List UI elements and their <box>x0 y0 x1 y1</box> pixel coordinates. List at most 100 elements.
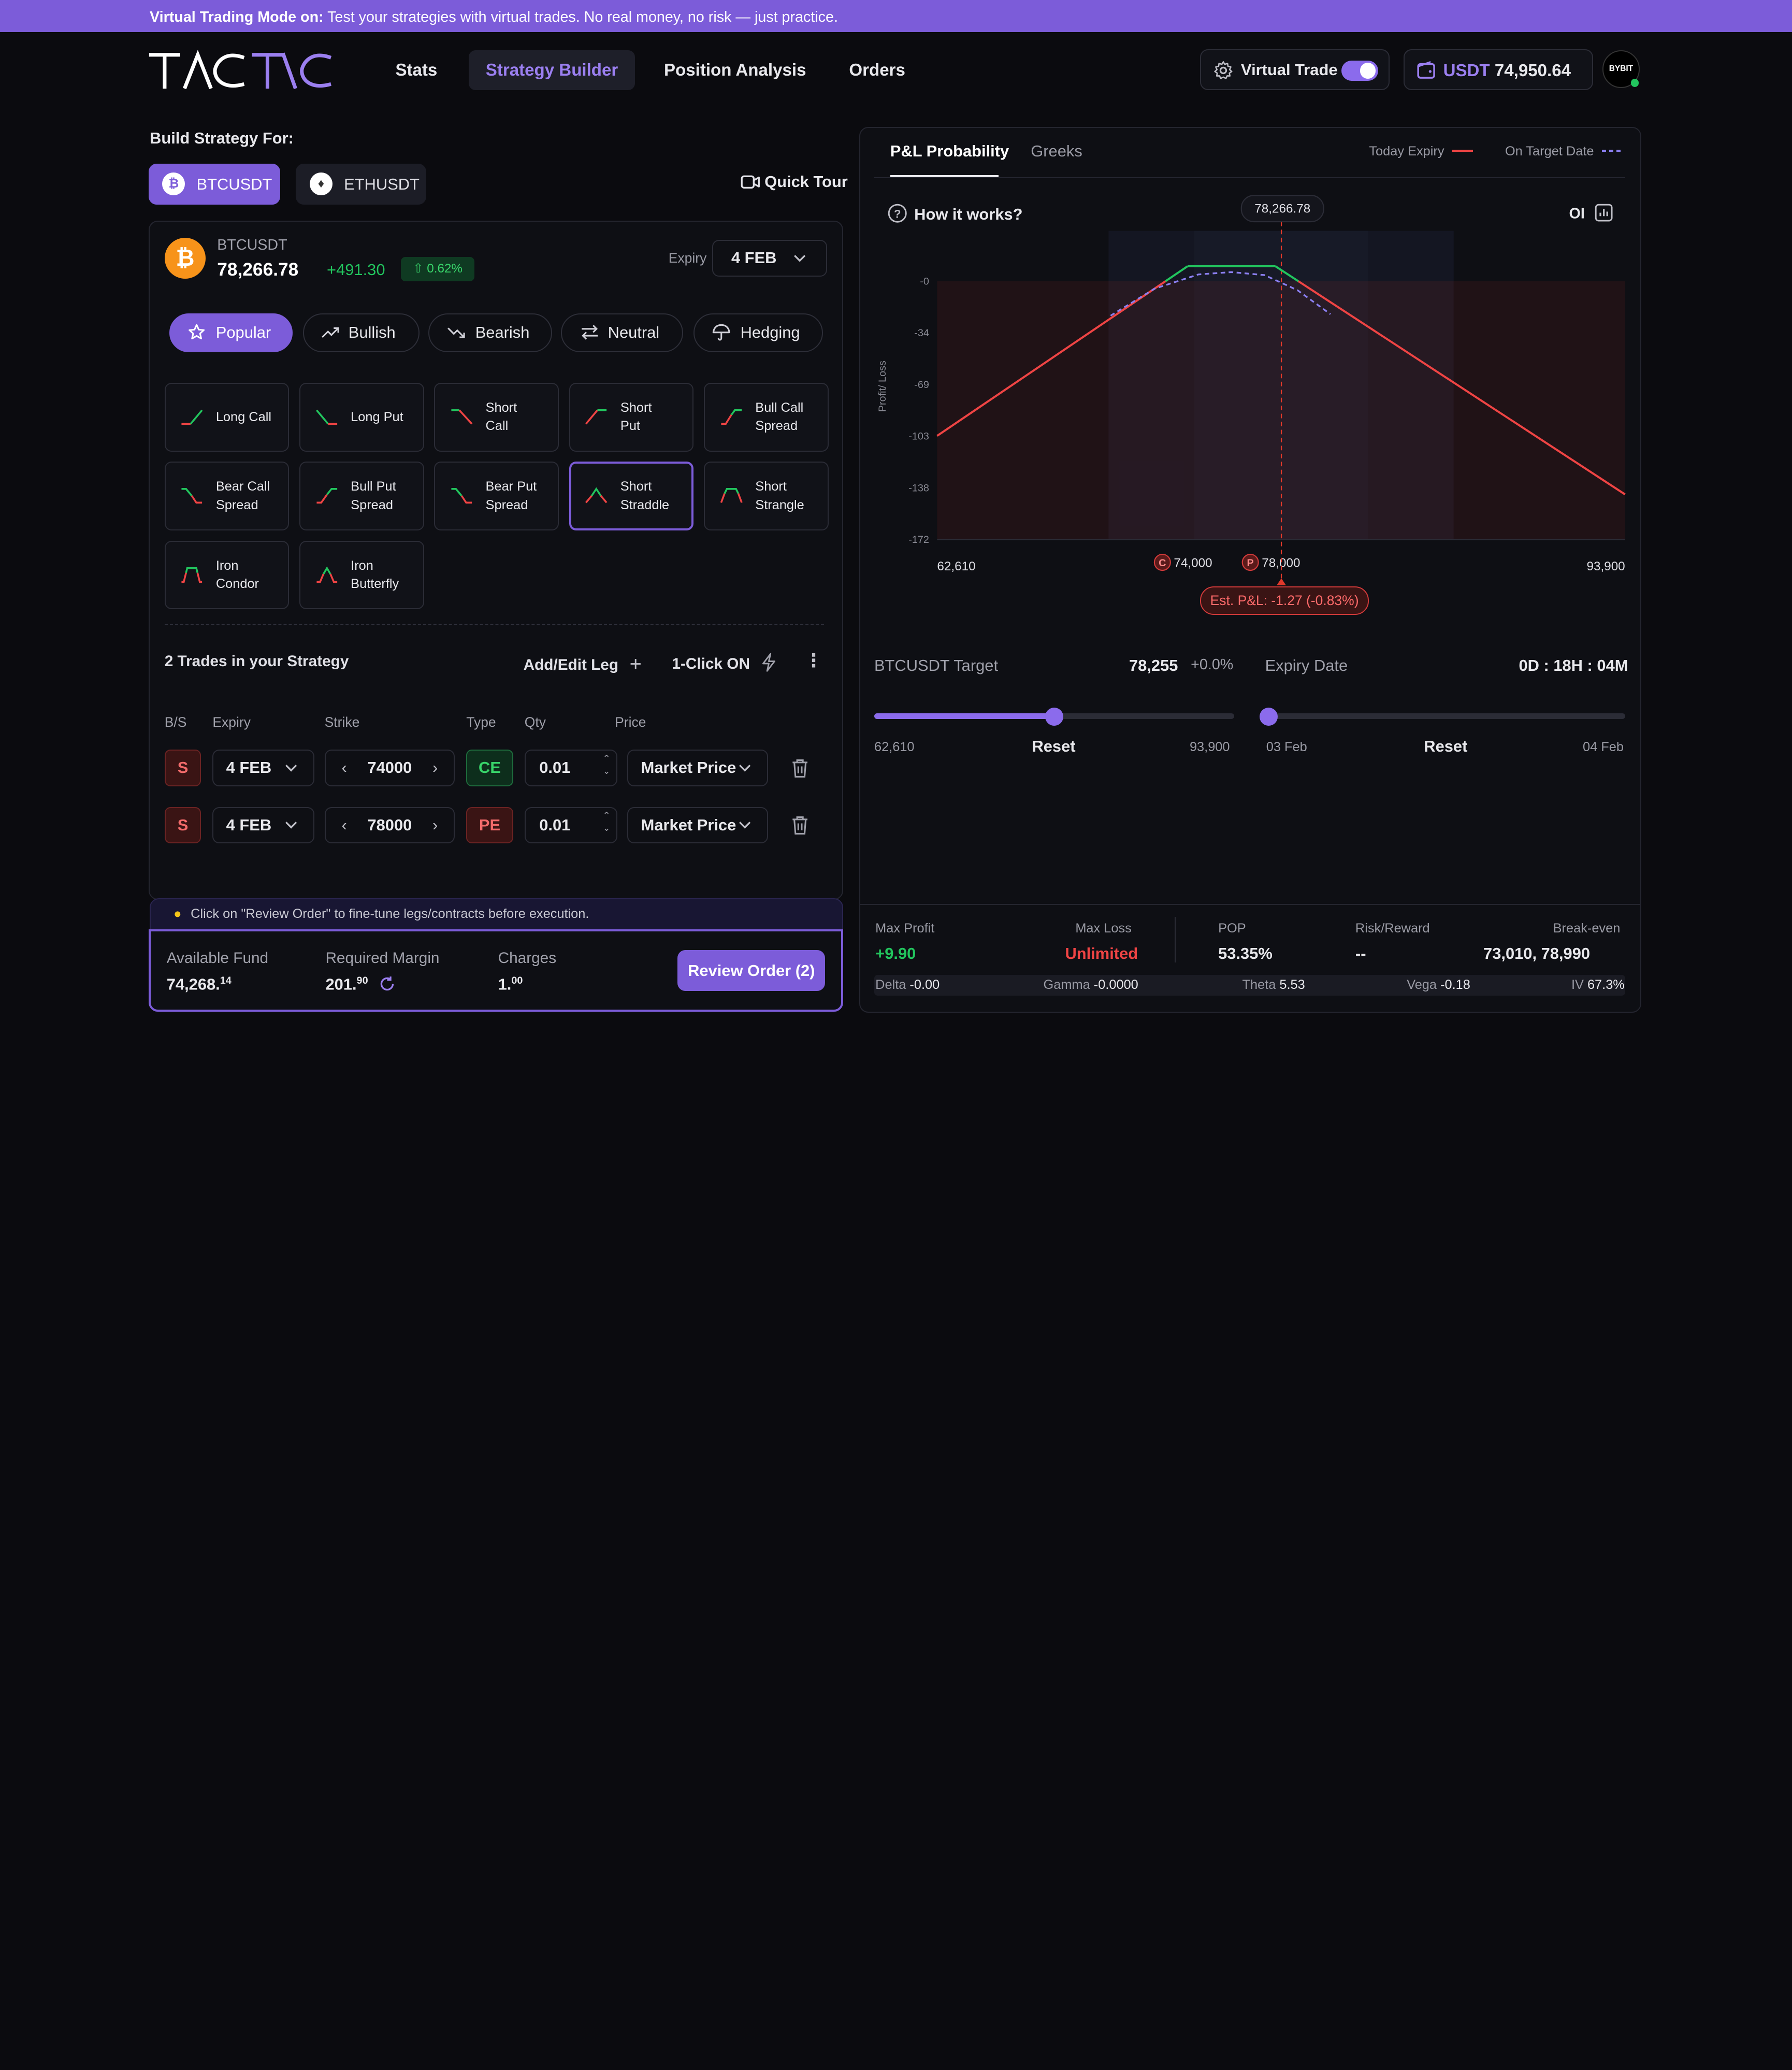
arrow-up-icon: ⇧ <box>413 262 424 276</box>
max-profit-value: +9.90 <box>875 944 916 962</box>
target-value: 78,255 <box>1129 656 1178 674</box>
strategy-bull-call-spread[interactable]: Bull Call Spread <box>704 383 829 452</box>
expiry-slider-handle[interactable] <box>1259 707 1278 726</box>
strategy-short-put[interactable]: Short Put <box>569 383 694 452</box>
tab-greeks[interactable]: Greeks <box>1031 141 1082 160</box>
refresh-icon[interactable] <box>379 976 395 992</box>
bitcoin-icon: ₿ <box>164 237 206 279</box>
strike-stepper[interactable]: ‹ 78000 › <box>324 807 455 844</box>
category-label: Bullish <box>348 323 396 341</box>
column-price: Price <box>615 714 646 730</box>
greeks-bar <box>874 975 1625 996</box>
current-price-marker <box>1277 578 1286 585</box>
strategy-bull-put-spread[interactable]: Bull Put Spread <box>299 462 424 530</box>
wallet-balance[interactable]: USDT 74,950.64 <box>1403 49 1593 91</box>
trash-icon[interactable] <box>791 758 809 779</box>
how-it-works-link[interactable]: ? How it works? <box>888 204 1022 224</box>
side-sell-button[interactable]: S <box>164 750 201 787</box>
nav-orders[interactable]: Orders <box>849 61 905 80</box>
chevron-left-icon[interactable]: ‹ <box>341 815 347 834</box>
category-hedging[interactable]: Hedging <box>693 313 823 352</box>
category-label: Popular <box>215 323 271 341</box>
legend-solid-line <box>1452 150 1473 152</box>
trash-icon[interactable] <box>791 815 809 836</box>
nav-position-analysis[interactable]: Position Analysis <box>663 61 806 80</box>
nav-strategy-builder[interactable]: Strategy Builder <box>468 50 635 91</box>
one-click-toggle[interactable]: 1-Click ON <box>672 653 777 673</box>
strategy-stats <box>859 904 1641 1013</box>
bear-put-spread-icon <box>451 488 472 504</box>
swap-arrows-icon <box>581 325 598 340</box>
target-slider-handle[interactable] <box>1045 707 1064 726</box>
virtual-trade-toggle[interactable] <box>1341 60 1378 81</box>
category-popular[interactable]: Popular <box>169 313 293 352</box>
help-circle-icon: ? <box>888 204 907 223</box>
hint-text: Click on "Review Order" to fine-tune leg… <box>191 907 589 922</box>
stepper-arrows-icon[interactable]: ⌃ ⌄ <box>602 810 611 833</box>
oi-toggle[interactable]: OI <box>1569 204 1613 223</box>
pop-value: 53.35% <box>1218 944 1273 962</box>
strategy-short-call[interactable]: Short Call <box>434 383 559 452</box>
asset-btcusdt-button[interactable]: ₿ BTCUSDT <box>148 163 280 205</box>
expiry-slider-track[interactable] <box>1259 713 1625 719</box>
stepper-arrows-icon[interactable]: ⌃ ⌄ <box>602 753 611 776</box>
y-axis-label: Profit/ Loss <box>877 361 888 412</box>
target-max: 93,900 <box>1189 739 1230 754</box>
plus-icon: + <box>629 652 642 675</box>
review-order-button[interactable]: Review Order (2) <box>677 950 826 991</box>
price-type-select[interactable]: Market Price <box>627 807 768 844</box>
strategy-long-put[interactable]: Long Put <box>299 383 424 452</box>
active-tab-underline <box>890 175 999 177</box>
leg-expiry-select[interactable]: 4 FEB <box>212 807 314 844</box>
greek-theta: Theta 5.53 <box>1242 977 1305 992</box>
strategy-iron-condor[interactable]: Iron Condor <box>164 540 290 610</box>
max-loss-label: Max Loss <box>1075 921 1132 936</box>
chevron-left-icon[interactable]: ‹ <box>341 758 347 777</box>
nav-stats[interactable]: Stats <box>395 61 438 80</box>
price-type-select[interactable]: Market Price <box>627 750 768 787</box>
chevron-right-icon[interactable]: › <box>432 758 438 777</box>
short-strangle-icon <box>720 488 743 504</box>
more-options-icon[interactable]: ⋮ <box>804 651 823 671</box>
tactic-logo[interactable] <box>149 50 337 90</box>
strategy-short-straddle[interactable]: Short Straddle <box>569 462 694 530</box>
expiry-reset-button[interactable]: Reset <box>1424 737 1468 756</box>
strategy-long-call[interactable]: Long Call <box>164 383 290 452</box>
quantity-stepper[interactable]: 0.01 ⌃ ⌄ <box>524 807 617 844</box>
strategy-label: Short Straddle <box>620 479 670 512</box>
target-reset-button[interactable]: Reset <box>1032 737 1076 756</box>
review-hint: ● Click on "Review Order" to fine-tune le… <box>150 898 844 931</box>
strategy-bear-call-spread[interactable]: Bear Call Spread <box>164 462 290 530</box>
strike-marker-badge <box>1153 554 1171 571</box>
strike-marker-tag: P <box>1247 557 1253 569</box>
asset-label: ETHUSDT <box>344 175 420 193</box>
quantity-stepper[interactable]: 0.01 ⌃ ⌄ <box>524 750 617 787</box>
add-edit-leg-button[interactable]: Add/Edit Leg + <box>524 653 642 676</box>
asset-ethusdt-button[interactable]: ♦ ETHUSDT <box>296 163 426 205</box>
payoff-expiry-line <box>1275 265 1299 282</box>
column-bs: B/S <box>164 714 187 730</box>
build-strategy-label: Build Strategy For: <box>150 129 294 148</box>
quick-tour-button[interactable]: Quick Tour <box>741 172 848 191</box>
tab-pnl-probability[interactable]: P&L Probability <box>890 141 1009 160</box>
side-sell-button[interactable]: S <box>164 807 201 844</box>
category-neutral[interactable]: Neutral <box>561 313 684 352</box>
virtual-trade-control[interactable]: Virtual Trade <box>1200 49 1390 91</box>
strategy-bear-put-spread[interactable]: Bear Put Spread <box>434 462 559 530</box>
category-bullish[interactable]: Bullish <box>302 313 420 352</box>
bull-put-spread-icon <box>316 488 337 504</box>
category-bearish[interactable]: Bearish <box>428 313 552 352</box>
strategy-iron-butterfly[interactable]: Iron Butterfly <box>299 540 424 610</box>
strike-stepper[interactable]: ‹ 74000 › <box>324 750 455 787</box>
legend-today-expiry: Today Expiry <box>1369 144 1473 159</box>
legend-on-target-date: On Target Date <box>1505 144 1621 159</box>
strategy-short-strangle[interactable]: Short Strangle <box>704 462 829 530</box>
section-divider <box>164 624 824 625</box>
y-tick-label: -103 <box>908 431 929 442</box>
leg-expiry-select[interactable]: 4 FEB <box>212 750 314 787</box>
chevron-right-icon[interactable]: › <box>432 815 438 834</box>
column-qty: Qty <box>524 714 546 730</box>
short-call-icon <box>451 409 473 425</box>
break-even-value: 73,010, 78,990 <box>1483 944 1591 962</box>
expiry-select[interactable]: 4 FEB <box>712 240 828 277</box>
